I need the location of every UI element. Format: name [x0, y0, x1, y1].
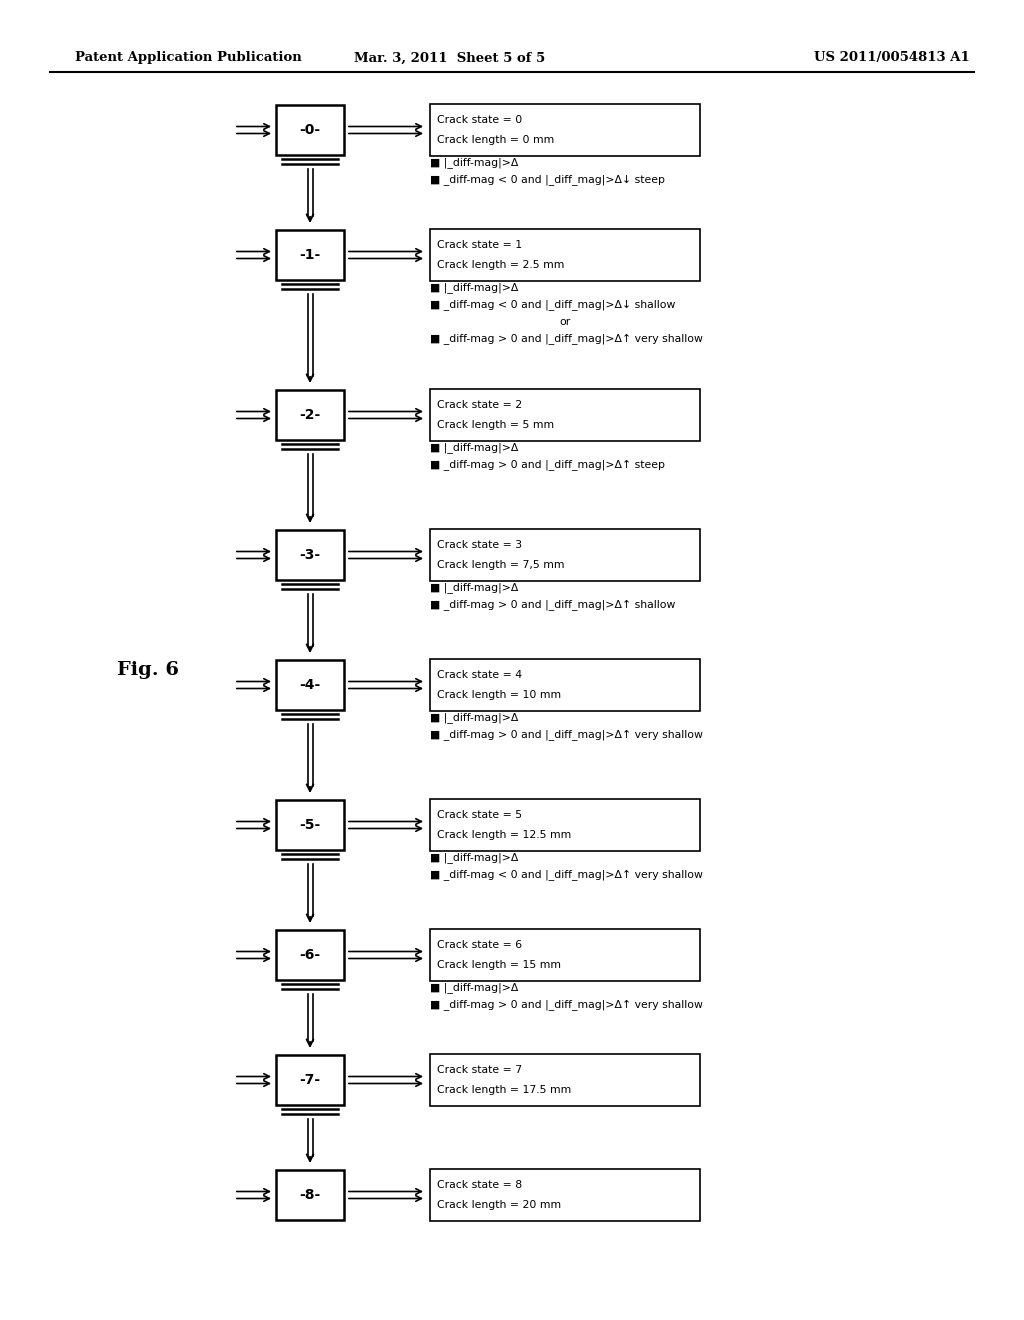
Text: Crack length = 10 mm: Crack length = 10 mm: [437, 690, 561, 700]
Bar: [430, 1170, 700, 1221]
Text: ■ |_diff-mag|>Δ: ■ |_diff-mag|>Δ: [430, 157, 518, 169]
Text: ■ _diff-mag > 0 and |_diff_mag|>Δ↑ shallow: ■ _diff-mag > 0 and |_diff_mag|>Δ↑ shall…: [430, 599, 676, 610]
Text: Crack state = 2: Crack state = 2: [437, 400, 522, 411]
Text: ■ _diff-mag > 0 and |_diff_mag|>Δ↑ steep: ■ _diff-mag > 0 and |_diff_mag|>Δ↑ steep: [430, 459, 665, 470]
Bar: [276, 1055, 344, 1105]
Text: -0-: -0-: [299, 123, 321, 137]
Text: Crack state = 3: Crack state = 3: [437, 540, 522, 550]
Text: Crack state = 1: Crack state = 1: [437, 240, 522, 249]
Text: Crack length = 5 mm: Crack length = 5 mm: [437, 420, 554, 430]
Text: ■ _diff-mag < 0 and |_diff_mag|>Δ↓ steep: ■ _diff-mag < 0 and |_diff_mag|>Δ↓ steep: [430, 174, 665, 186]
Bar: [430, 389, 700, 441]
Text: ■ |_diff-mag|>Δ: ■ |_diff-mag|>Δ: [430, 582, 518, 594]
Text: ■ _diff-mag > 0 and |_diff_mag|>Δ↑ very shallow: ■ _diff-mag > 0 and |_diff_mag|>Δ↑ very …: [430, 334, 702, 345]
Text: ■ |_diff-mag|>Δ: ■ |_diff-mag|>Δ: [430, 982, 518, 994]
Text: -5-: -5-: [299, 818, 321, 832]
Bar: [430, 1053, 700, 1106]
Text: -1-: -1-: [299, 248, 321, 261]
Text: ■ _diff-mag < 0 and |_diff_mag|>Δ↑ very shallow: ■ _diff-mag < 0 and |_diff_mag|>Δ↑ very …: [430, 870, 702, 880]
Text: -6-: -6-: [299, 948, 321, 962]
Text: Crack length = 7,5 mm: Crack length = 7,5 mm: [437, 560, 564, 570]
Text: Crack length = 12.5 mm: Crack length = 12.5 mm: [437, 830, 571, 840]
Text: Crack length = 15 mm: Crack length = 15 mm: [437, 960, 561, 970]
Text: ■ _diff-mag > 0 and |_diff_mag|>Δ↑ very shallow: ■ _diff-mag > 0 and |_diff_mag|>Δ↑ very …: [430, 730, 702, 741]
Bar: [276, 931, 344, 979]
Text: US 2011/0054813 A1: US 2011/0054813 A1: [814, 51, 970, 65]
Text: ■ _diff-mag > 0 and |_diff_mag|>Δ↑ very shallow: ■ _diff-mag > 0 and |_diff_mag|>Δ↑ very …: [430, 999, 702, 1011]
Text: -3-: -3-: [299, 548, 321, 562]
Text: Crack state = 7: Crack state = 7: [437, 1065, 522, 1074]
Bar: [276, 106, 344, 154]
Text: -7-: -7-: [299, 1073, 321, 1086]
Bar: [276, 660, 344, 710]
Text: -2-: -2-: [299, 408, 321, 422]
Text: ■ |_diff-mag|>Δ: ■ |_diff-mag|>Δ: [430, 282, 518, 293]
Bar: [276, 389, 344, 440]
Text: Crack length = 2.5 mm: Crack length = 2.5 mm: [437, 260, 564, 271]
Text: Crack state = 5: Crack state = 5: [437, 810, 522, 820]
Bar: [430, 799, 700, 851]
Bar: [276, 531, 344, 579]
Text: Crack length = 17.5 mm: Crack length = 17.5 mm: [437, 1085, 571, 1096]
Text: Crack length = 20 mm: Crack length = 20 mm: [437, 1200, 561, 1210]
Text: ■ |_diff-mag|>Δ: ■ |_diff-mag|>Δ: [430, 713, 518, 723]
Text: Crack state = 0: Crack state = 0: [437, 115, 522, 125]
Text: Crack length = 0 mm: Crack length = 0 mm: [437, 135, 554, 145]
Bar: [430, 659, 700, 711]
Text: Patent Application Publication: Patent Application Publication: [75, 51, 302, 65]
Bar: [430, 529, 700, 581]
Bar: [430, 104, 700, 156]
Bar: [276, 1170, 344, 1220]
Text: Crack state = 6: Crack state = 6: [437, 940, 522, 950]
Bar: [276, 800, 344, 850]
Text: or: or: [559, 317, 570, 327]
Text: Fig. 6: Fig. 6: [117, 661, 179, 678]
Bar: [276, 230, 344, 280]
Text: Mar. 3, 2011  Sheet 5 of 5: Mar. 3, 2011 Sheet 5 of 5: [354, 51, 546, 65]
Text: Crack state = 8: Crack state = 8: [437, 1180, 522, 1191]
Text: -8-: -8-: [299, 1188, 321, 1203]
Text: -4-: -4-: [299, 678, 321, 692]
Bar: [430, 228, 700, 281]
Text: ■ |_diff-mag|>Δ: ■ |_diff-mag|>Δ: [430, 442, 518, 454]
Bar: [430, 929, 700, 981]
Text: ■ |_diff-mag|>Δ: ■ |_diff-mag|>Δ: [430, 853, 518, 863]
Text: ■ _diff-mag < 0 and |_diff_mag|>Δ↓ shallow: ■ _diff-mag < 0 and |_diff_mag|>Δ↓ shall…: [430, 300, 676, 310]
Text: Crack state = 4: Crack state = 4: [437, 671, 522, 680]
